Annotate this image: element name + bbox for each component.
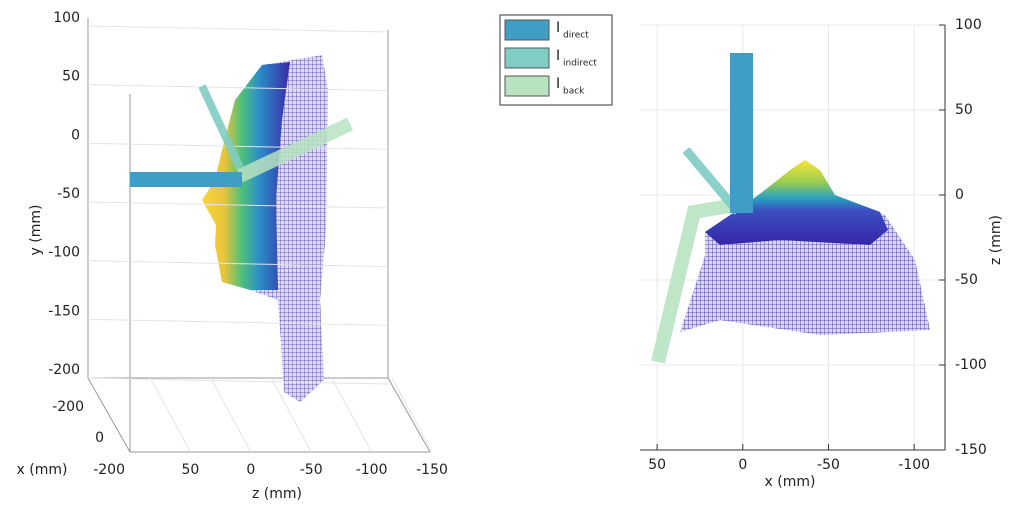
x-tick-label: -200 [52,399,84,415]
right-plot: x (mm) z (mm) 100 50 0 -50 -100 -150 50 0 -50 -10… [640,17,1004,490]
legend-label-subscript: indirect [563,59,597,69]
y-tick-label: 0 [955,187,964,203]
grid-line [87,25,389,33]
grid-line [391,377,433,453]
back-beam [651,199,732,364]
grid-line [149,377,191,453]
y-tick-label: 50 [62,69,80,85]
legend-label-subscript: direct [563,31,589,41]
legend-label: I [556,48,560,64]
x-tick-label: 0 [95,430,104,446]
indirect-beam [682,147,742,215]
y-tick-label: -150 [955,442,987,458]
dome-surface [705,160,888,245]
y-tick-label: -50 [57,186,80,202]
legend-label: I [556,20,560,36]
y-tick-label: -200 [48,362,80,378]
grid-line [210,377,252,453]
z-axis-label: z (mm) [252,486,302,502]
z-tick-label: 0 [246,462,255,478]
left-plot: y (mm) x (mm) z (mm) 100 50 0 -50 -100 -150 -2… [17,10,448,502]
x-axis-label: x (mm) [17,462,68,478]
grid-line [87,318,389,326]
y-tick-label: -50 [955,272,978,288]
y-tick-label: -150 [48,303,80,319]
x-tick-label: -100 [898,457,930,473]
grid-line [87,377,389,385]
y-tick-label: 100 [955,17,982,33]
y-tick-label: -100 [955,357,987,373]
y-tick-label: 0 [71,127,80,143]
y-axis-label: z (mm) [988,215,1004,265]
z-tick-label: -150 [416,462,448,478]
legend-label: I [556,76,560,92]
x-tick-label: -50 [817,457,840,473]
x-tick-label: 0 [738,457,747,473]
grid-line [270,377,312,453]
x-tick-label: -200 [93,462,125,478]
grid-line [87,84,389,92]
y-tick-label: 50 [955,102,973,118]
grid-line [331,377,373,453]
x-tick-label: 50 [648,457,666,473]
legend-label-subscript: back [563,87,585,97]
direct-beam [730,53,753,213]
axis-line [640,25,946,451]
back-beam [237,117,353,183]
y-axis-label: y (mm) [28,205,44,256]
indirect-beam [198,84,244,170]
z-tick-label: -100 [356,462,388,478]
grid-line [87,260,389,268]
z-tick-label: 50 [181,462,199,478]
legend-swatch [504,75,550,97]
z-tick-label: -50 [300,462,323,478]
grid-line [87,201,389,209]
legend-swatch [504,19,550,41]
y-tick-label: -100 [48,245,80,261]
y-tick-label: 100 [53,10,80,26]
x-axis-label: x (mm) [765,474,816,490]
grid-line [87,142,389,150]
direct-beam [130,172,242,187]
legend-swatch [504,47,550,69]
axis-frame [87,18,431,453]
